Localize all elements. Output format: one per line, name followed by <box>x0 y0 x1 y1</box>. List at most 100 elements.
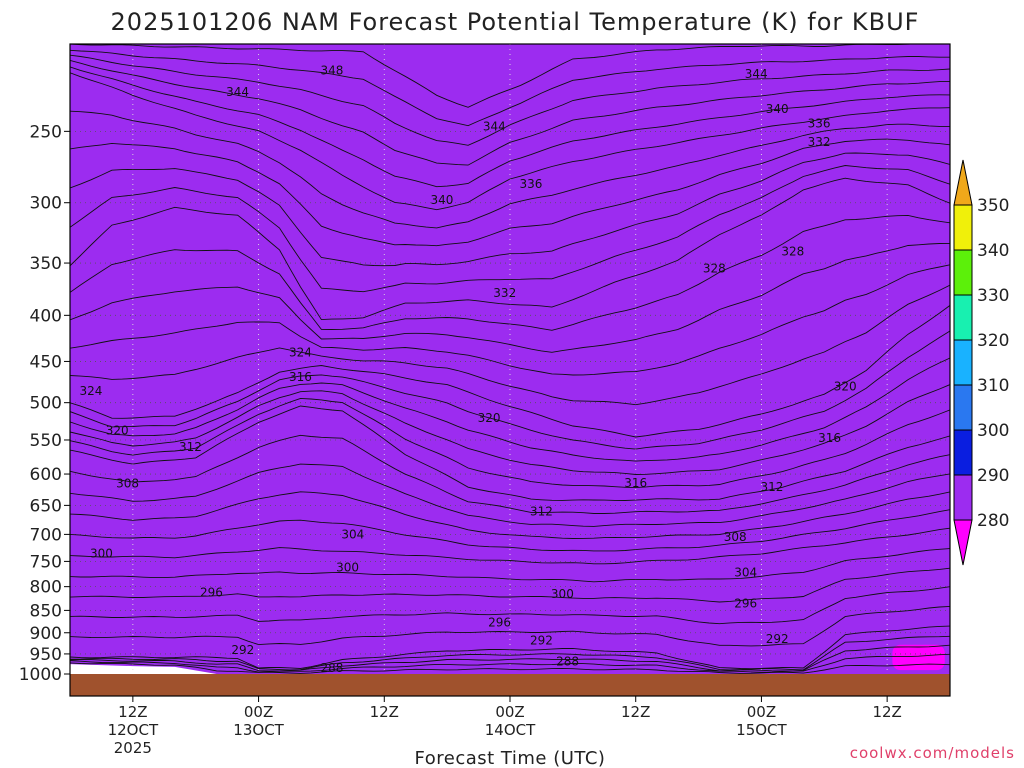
contour-label: 296 <box>488 616 511 630</box>
colorbar-label: 300 <box>977 421 1009 441</box>
contour-label: 332 <box>808 135 831 149</box>
colorbar-swatch <box>953 249 973 296</box>
contour-lines <box>70 44 950 674</box>
colorbar-label: 330 <box>977 286 1009 306</box>
contour-line <box>70 284 950 406</box>
contour-label: 288 <box>320 661 343 675</box>
colorbar-label: 320 <box>977 331 1009 351</box>
contour-line <box>70 242 950 353</box>
contour-line <box>70 110 950 229</box>
contour-line <box>70 509 950 552</box>
contour-line <box>70 357 950 462</box>
contour-label: 336 <box>519 177 542 191</box>
colorbar-swatch <box>953 204 973 251</box>
contour-label: 328 <box>781 245 804 259</box>
contour-line <box>70 165 950 293</box>
colorbar-swatch <box>953 339 973 386</box>
y-tick-label: 400 <box>30 306 62 326</box>
contour-label: 312 <box>530 504 553 518</box>
contour-line <box>70 152 950 267</box>
contour-label: 316 <box>818 431 841 445</box>
colorbar-label: 290 <box>977 466 1009 486</box>
colorbar-swatch <box>953 429 973 476</box>
y-tick-label: 800 <box>30 578 62 598</box>
contour-line <box>70 491 950 539</box>
contour-label: 296 <box>200 585 223 599</box>
y-tick-label: 350 <box>30 254 62 274</box>
contour-line <box>70 59 950 166</box>
x-tick-label: 00Z <box>244 703 273 721</box>
contour-line <box>70 305 950 438</box>
contour-line <box>70 177 950 321</box>
colorbar-label: 350 <box>977 196 1009 216</box>
contour-label: 296 <box>734 596 757 610</box>
x-tick-label: 00Z <box>747 703 776 721</box>
x-tick-label: 2025 <box>114 739 152 757</box>
y-tick-label: 900 <box>30 624 62 644</box>
contour-label: 300 <box>336 561 359 575</box>
colorbar-swatch <box>953 519 973 566</box>
contour-line <box>70 54 950 146</box>
contour-label: 344 <box>745 67 768 81</box>
contour-line <box>70 397 950 489</box>
x-tick-label: 15OCT <box>736 721 787 739</box>
contour-labels: 348 344 344 344 340 336 332 340 336 332 328 328 324 3… <box>79 63 856 675</box>
contour-line <box>70 138 950 247</box>
colorbar-swatch <box>953 384 973 431</box>
contour-line <box>70 625 950 670</box>
contour-label: 292 <box>231 643 254 657</box>
contour-label: 316 <box>624 476 647 490</box>
contour-label: 308 <box>724 530 747 544</box>
y-tick-label: 500 <box>30 394 62 414</box>
theta-band-278 <box>892 644 945 671</box>
contour-line <box>70 605 950 647</box>
contour-label: 332 <box>493 286 516 300</box>
contour-line <box>70 586 950 625</box>
x-tick-label: 14OCT <box>485 721 536 739</box>
x-tick-label: 12Z <box>118 703 147 721</box>
contour-label: 312 <box>179 440 202 454</box>
contour-label: 292 <box>530 634 553 648</box>
y-tick-label: 850 <box>30 601 62 621</box>
colorbar-label: 310 <box>977 376 1009 396</box>
y-axis: 250 300 350 400 450 500 550 600 650 700 750 800 850 9… <box>19 122 70 685</box>
contour-label: 344 <box>483 120 506 134</box>
contour-label: 292 <box>766 632 789 646</box>
contour-label: 288 <box>556 654 579 668</box>
y-tick-label: 450 <box>30 352 62 372</box>
y-tick-label: 750 <box>30 552 62 572</box>
contour-label: 320 <box>106 424 129 438</box>
contour-line <box>70 567 950 603</box>
contour-line <box>70 434 950 514</box>
x-tick-label: 13OCT <box>233 721 284 739</box>
colorbar-swatch <box>953 474 973 521</box>
y-tick-label: 250 <box>30 122 62 142</box>
contour-label: 316 <box>289 370 312 384</box>
contour-label: 324 <box>289 346 312 360</box>
contour-label: 340 <box>766 102 789 116</box>
contour-line <box>70 405 950 501</box>
contour-line <box>70 662 950 674</box>
y-tick-label: 950 <box>30 645 62 665</box>
y-tick-label: 550 <box>30 431 62 451</box>
x-tick-label: 00Z <box>495 703 524 721</box>
contour-line <box>70 644 950 672</box>
contour-line <box>70 463 950 527</box>
contour-label: 340 <box>430 193 453 207</box>
colorbar-swatch <box>953 294 973 341</box>
chart-title: 2025101206 NAM Forecast Potential Temper… <box>111 8 920 36</box>
x-tick-label: 12Z <box>621 703 650 721</box>
contour-line <box>70 66 950 188</box>
contour-label: 336 <box>808 116 831 130</box>
contour-label: 304 <box>734 566 757 580</box>
y-tick-label: 1000 <box>19 665 62 685</box>
colorbar: 280 290 300 310 320 330 340 350 <box>953 159 1009 566</box>
contour-label: 348 <box>320 63 343 77</box>
x-tick-label: 12Z <box>370 703 399 721</box>
contour-label: 344 <box>226 85 249 99</box>
contour-line <box>70 330 950 450</box>
contour-line <box>70 548 950 583</box>
y-tick-label: 300 <box>30 194 62 214</box>
